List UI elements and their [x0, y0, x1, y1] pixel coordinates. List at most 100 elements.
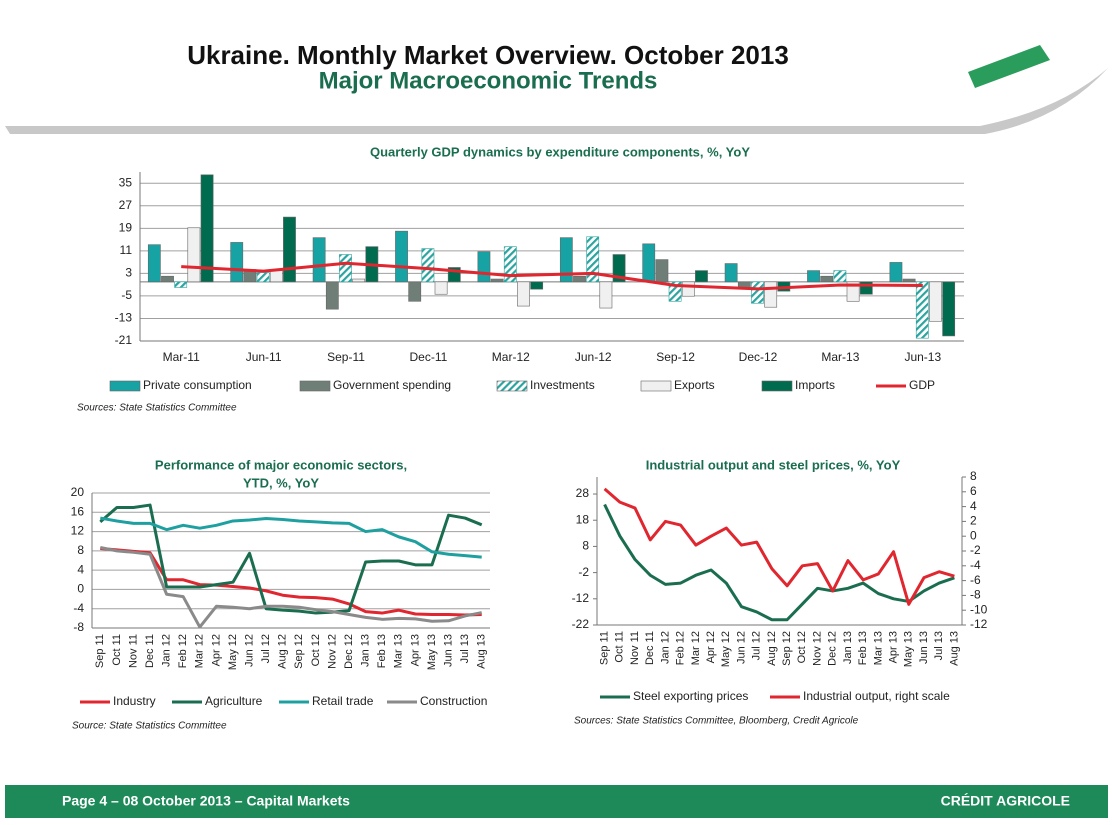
x-tick-label: Apr 12 — [705, 631, 717, 663]
x-tick-label: Sep 12 — [781, 631, 793, 666]
bar — [269, 270, 283, 283]
line — [181, 261, 923, 291]
x-tick-label: Sep 12 — [293, 634, 305, 669]
x-tick-label: Jan 12 — [161, 634, 173, 667]
legend-label: Private consumption — [143, 378, 252, 392]
legend-label: Construction — [420, 694, 487, 708]
y-tick-label: 3 — [125, 266, 132, 280]
x-tick-label: Apr 13 — [887, 631, 899, 663]
bar — [929, 281, 942, 322]
footer-bar — [5, 785, 1108, 818]
y-tick-label: -21 — [115, 333, 133, 347]
y2-tick-label: -12 — [970, 617, 988, 631]
bar — [517, 281, 530, 307]
legend-label: Exports — [674, 378, 715, 392]
y-tick-label: 11 — [120, 243, 133, 257]
y-tick-label: -5 — [121, 288, 132, 302]
bar — [833, 270, 847, 283]
x-tick-label: Feb 12 — [177, 634, 189, 668]
bar — [174, 281, 188, 288]
y2-tick-label: -6 — [970, 573, 981, 587]
y-tick-label: -4 — [73, 601, 84, 615]
y-tick-label: 8 — [582, 539, 589, 553]
x-tick-label: Mar 12 — [690, 631, 702, 665]
y2-tick-label: -10 — [970, 602, 988, 616]
x-tick-label: Nov 12 — [326, 634, 338, 669]
x-tick-label: Jun 12 — [243, 634, 255, 667]
legend-label: Government spending — [333, 378, 451, 392]
x-tick-label: May 12 — [227, 634, 239, 670]
x-tick-label: Jun 13 — [442, 634, 454, 667]
legend-label: Investments — [530, 378, 595, 392]
y-tick-label: 19 — [119, 221, 133, 235]
legend-label: Industry — [113, 694, 156, 708]
x-tick-label: Oct 11 — [111, 634, 123, 666]
bar — [586, 236, 600, 283]
x-tick-label: Jan 13 — [842, 631, 854, 664]
y-tick-label: 8 — [77, 543, 84, 557]
x-tick-label: Dec-11 — [410, 350, 448, 364]
y2-tick-label: 6 — [970, 484, 977, 498]
bar — [942, 281, 956, 337]
bar — [655, 259, 669, 283]
y-tick-label: 20 — [71, 485, 85, 499]
y2-tick-label: -2 — [970, 543, 981, 557]
bar — [530, 281, 544, 290]
x-tick-label: Aug 12 — [766, 631, 778, 666]
legend-label: Steel exporting prices — [633, 689, 748, 703]
chart-title: Quarterly GDP dynamics by expenditure co… — [370, 144, 750, 159]
bar — [503, 246, 517, 283]
y2-tick-label: 4 — [970, 499, 977, 513]
source-note: Sources: State Statistics Committee — [77, 403, 237, 414]
y-tick-label: 18 — [576, 512, 590, 526]
bar — [915, 281, 929, 339]
bar — [737, 281, 751, 288]
bar — [807, 270, 820, 283]
y-tick-label: 27 — [119, 198, 133, 212]
bar — [681, 281, 695, 297]
y-tick-label: -12 — [572, 591, 590, 605]
x-tick-label: Feb 13 — [376, 634, 388, 668]
bar — [612, 254, 626, 283]
y-tick-label: 12 — [71, 524, 85, 538]
x-tick-label: Aug 13 — [476, 634, 488, 669]
x-tick-label: Oct 12 — [796, 631, 808, 663]
bar — [764, 281, 778, 308]
legend-swatch — [640, 380, 672, 392]
bar — [352, 278, 366, 283]
x-tick-label: Jun-12 — [575, 350, 612, 364]
line — [603, 503, 955, 622]
bar — [902, 278, 916, 283]
legend-label: Industrial output, right scale — [803, 689, 950, 703]
footer-page: Page 4 – 08 October 2013 – Capital Marke… — [62, 793, 350, 809]
x-tick-label: Jun 13 — [918, 631, 930, 664]
x-tick-label: Jun 12 — [735, 631, 747, 664]
x-tick-label: Nov 12 — [811, 631, 823, 666]
bar — [573, 275, 586, 283]
x-tick-label: Aug 13 — [948, 631, 960, 666]
x-tick-label: Oct 11 — [614, 631, 626, 663]
logo-shape — [968, 45, 1050, 88]
x-tick-label: Jan 13 — [360, 634, 372, 667]
bar — [339, 254, 352, 283]
bar — [187, 227, 201, 283]
bar — [820, 275, 834, 283]
y2-tick-label: 2 — [970, 514, 977, 528]
bar — [751, 281, 764, 304]
x-tick-label: Mar 13 — [393, 634, 405, 668]
x-tick-label: Mar-11 — [163, 350, 200, 364]
x-tick-label: Feb 13 — [857, 631, 869, 665]
legend-swatch — [299, 380, 331, 392]
bar — [490, 278, 504, 283]
bar — [312, 237, 326, 283]
x-tick-label: Mar-13 — [821, 350, 859, 364]
x-tick-label: Jun-11 — [246, 350, 282, 364]
x-tick-label: Dec 11 — [644, 631, 656, 665]
x-tick-label: May 13 — [903, 631, 915, 667]
y-tick-label: 28 — [576, 486, 590, 500]
x-tick-label: Dec 12 — [827, 631, 839, 666]
legend-swatch — [109, 380, 141, 392]
line — [99, 503, 483, 615]
legend-label: Agriculture — [205, 694, 263, 708]
y-tick-label: 16 — [71, 504, 85, 518]
